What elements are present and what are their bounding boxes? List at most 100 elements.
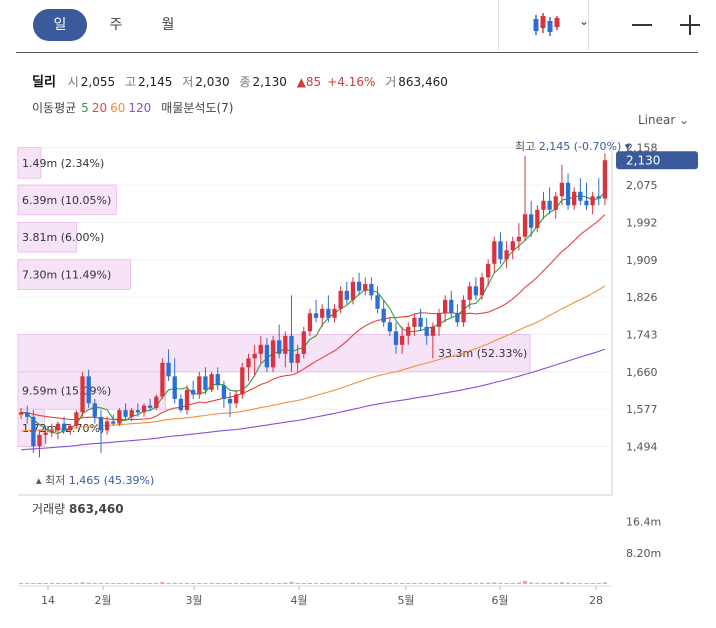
volume-bar	[227, 583, 233, 584]
volume-bar	[498, 582, 503, 584]
candle-body	[535, 209, 540, 228]
volume-bar	[209, 583, 214, 584]
candle-body	[326, 308, 331, 318]
volume-bar	[178, 583, 184, 584]
volume-bar	[602, 582, 608, 584]
ma-60-line	[21, 285, 606, 432]
candle-body	[301, 331, 306, 354]
volume-bar	[406, 583, 411, 584]
volume-bar	[338, 582, 343, 584]
candle-body	[387, 322, 392, 332]
candle-body	[154, 396, 159, 408]
scale-selector[interactable]: Linear ⌄	[638, 113, 689, 127]
candle-body	[590, 196, 595, 206]
volume-bar	[344, 583, 349, 584]
price-tick-label: 2,075	[626, 179, 658, 192]
candle-body	[209, 374, 214, 390]
price-tick-label: 1,743	[626, 328, 658, 341]
volume-profile-bar	[17, 371, 167, 410]
candlestick-icon[interactable]	[532, 12, 560, 38]
candle-body	[559, 182, 565, 197]
candle-body	[381, 308, 386, 323]
candle-body	[467, 286, 472, 300]
chevron-down-icon[interactable]: ⌄	[579, 14, 590, 28]
candle-body	[68, 425, 73, 431]
volume-bar	[492, 582, 497, 584]
volume-bar	[363, 583, 368, 584]
volume-bar	[418, 583, 423, 584]
volume-profile-label: 7.30m (11.49%)	[22, 269, 111, 282]
volume-bar	[86, 582, 91, 584]
candle-body	[98, 416, 104, 431]
volume-bar	[565, 582, 571, 584]
volume-profile-label: 1.49m (2.34%)	[22, 157, 104, 170]
candle-body	[92, 403, 97, 417]
candle-body	[406, 326, 411, 336]
candle-body	[510, 241, 515, 251]
candle-body	[350, 281, 356, 300]
candle-body	[147, 405, 153, 408]
open-value: 2,055	[80, 75, 116, 89]
volume-profile-label[interactable]: 매물분석도(7)	[161, 101, 234, 115]
candle-body	[424, 326, 429, 336]
candle-body	[283, 335, 288, 354]
candle-body	[461, 299, 466, 323]
candle-body	[578, 191, 583, 201]
ma-20: 20	[91, 101, 108, 115]
candle-body	[227, 398, 233, 404]
minus-icon[interactable]	[632, 24, 652, 26]
volume-bar	[412, 583, 417, 584]
volume-bar	[449, 583, 454, 584]
ma-label[interactable]: 이동평균	[32, 101, 77, 115]
volume-bar	[313, 583, 319, 584]
volume-bar	[123, 583, 128, 584]
scale-label: Linear	[638, 113, 676, 127]
volume-bar	[553, 582, 558, 584]
tab-daily[interactable]: 일	[33, 9, 87, 41]
volume-bar	[535, 582, 540, 584]
volume-bar	[68, 583, 73, 584]
candle-body	[74, 412, 79, 426]
volume-bar	[80, 582, 85, 584]
date-tick-label: 5월	[397, 594, 414, 607]
tab-weekly[interactable]: 주	[109, 17, 123, 33]
tab-monthly[interactable]: 월	[161, 17, 175, 33]
plus-icon-vertical[interactable]	[689, 15, 691, 35]
candle-body	[178, 398, 184, 411]
volume-profile-label: 33.3m (52.33%)	[438, 347, 527, 360]
volume-bar	[289, 581, 294, 584]
volume-bar	[578, 583, 583, 584]
volume-bar	[141, 583, 147, 584]
volume-bar	[381, 583, 386, 584]
date-tick-label: 2월	[94, 594, 111, 607]
volume-bar	[473, 583, 479, 584]
volume-bar	[320, 583, 325, 584]
chevron-down-icon: ⌄	[679, 113, 690, 127]
volume-bar	[455, 583, 460, 584]
date-tick-label: 3월	[185, 594, 202, 607]
candle-body	[418, 317, 423, 327]
volume-bar	[191, 583, 196, 584]
volume-bar	[203, 583, 208, 584]
volume-bar	[510, 582, 515, 584]
high-label: 고	[124, 75, 137, 89]
candle-body	[553, 196, 558, 210]
volume-label: 거	[385, 75, 397, 89]
candle-body	[31, 416, 36, 447]
volume-bar	[104, 583, 110, 584]
price-tick-label: 1,826	[626, 291, 658, 304]
candle-body	[332, 308, 337, 318]
candle-body	[492, 241, 497, 264]
candle-body	[436, 313, 442, 327]
volume-bar	[74, 583, 79, 584]
volume-bar	[295, 583, 300, 584]
candle-body	[197, 376, 202, 395]
volume-bar	[184, 583, 190, 584]
candle-body	[584, 200, 589, 206]
candle-body	[572, 191, 577, 206]
close-value: 2,130	[252, 75, 287, 89]
candle-body	[203, 376, 208, 390]
volume-bar	[584, 583, 589, 584]
volume-bar	[442, 582, 448, 584]
